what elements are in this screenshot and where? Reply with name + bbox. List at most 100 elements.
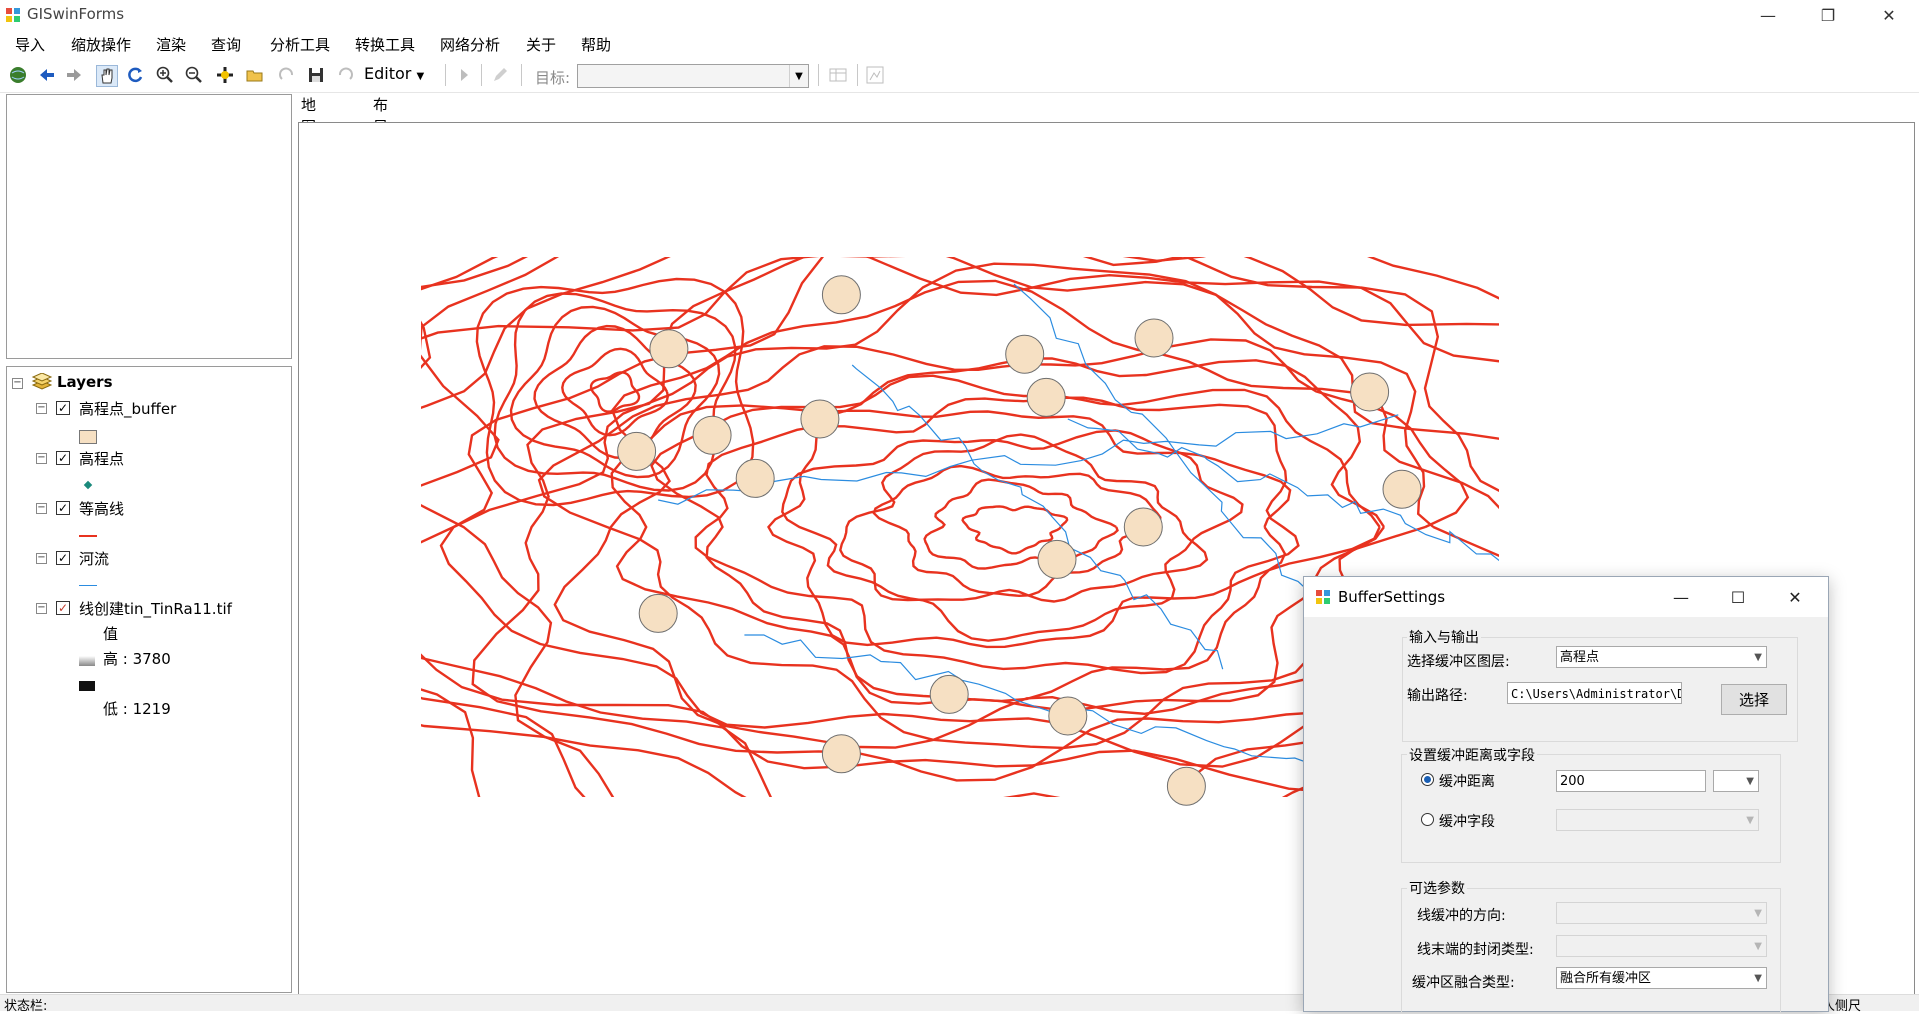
toolbar-separator: [445, 64, 446, 86]
minimize-button[interactable]: —: [1760, 5, 1776, 25]
editor-label: Editor: [364, 64, 412, 83]
menu-network[interactable]: 网络分析: [440, 36, 501, 54]
zoom-in-icon[interactable]: [155, 65, 175, 85]
menu-render[interactable]: 渲染: [156, 36, 187, 54]
refresh-icon[interactable]: [125, 65, 145, 85]
layer-name-raster[interactable]: 线创建tin_TinRa11.tif: [79, 600, 232, 618]
layer-name-points[interactable]: 高程点: [79, 450, 125, 468]
menu-convert[interactable]: 转换工具: [355, 36, 416, 54]
layer-name-contours[interactable]: 等高线: [79, 500, 125, 518]
select-path-button[interactable]: 选择: [1721, 684, 1787, 715]
menu-query[interactable]: 查询: [211, 36, 242, 54]
tab-layout-view[interactable]: 布局视图: [373, 96, 389, 180]
distance-radio[interactable]: [1421, 773, 1434, 786]
tab-map-view[interactable]: 地图视图: [297, 94, 321, 180]
contour-line: [610, 357, 1386, 711]
collapse-icon[interactable]: −: [36, 402, 47, 414]
chevron-down-icon: ▼: [789, 65, 808, 87]
contour-line: [509, 305, 721, 479]
layer-checkbox[interactable]: ✓: [56, 551, 70, 565]
layer-name-rivers[interactable]: 河流: [79, 550, 110, 568]
buffer-layer-select[interactable]: 高程点 ▼: [1556, 646, 1767, 668]
chevron-down-icon: ▼: [1754, 973, 1762, 984]
collapse-icon[interactable]: −: [36, 452, 47, 464]
collapse-icon[interactable]: −: [36, 552, 47, 564]
buffer-circle: [692, 415, 732, 455]
pan-hand-icon[interactable]: [96, 65, 118, 87]
io-group: [1402, 637, 1798, 742]
toolbar-separator: [481, 64, 482, 86]
field-radio-label[interactable]: 缓冲字段: [1439, 814, 1495, 830]
overview-map-panel[interactable]: [6, 94, 292, 359]
buffer-circle: [1350, 372, 1390, 412]
buffer-layer-value: 高程点: [1560, 650, 1600, 665]
contour-line: [553, 279, 1499, 749]
buffer-circle: [1026, 377, 1066, 417]
toolbar-separator: [857, 64, 858, 86]
open-folder-icon[interactable]: [245, 65, 265, 85]
collapse-icon[interactable]: −: [36, 602, 47, 614]
editor-dropdown[interactable]: Editor ▼: [364, 64, 424, 83]
collapse-icon[interactable]: −: [12, 377, 23, 389]
river-line-symbol: [79, 585, 97, 586]
sketch-icon: [866, 66, 884, 84]
menu-analysis[interactable]: 分析工具: [270, 36, 331, 54]
buffer-circle: [821, 275, 861, 315]
dissolve-type-value: 融合所有缓冲区: [1560, 971, 1652, 986]
distance-radio-label[interactable]: 缓冲距离: [1439, 774, 1495, 790]
buffer-settings-dialog: BufferSettings — ☐ ✕ 输入与输出 选择缓冲区图层: 高程点 ▼…: [1303, 576, 1829, 1012]
layer-checkbox[interactable]: ✓: [56, 451, 70, 465]
chevron-down-icon: ▼: [1754, 652, 1762, 663]
app-icon: [1316, 590, 1330, 604]
dialog-close-button[interactable]: ✕: [1788, 587, 1802, 607]
menu-help[interactable]: 帮助: [581, 36, 612, 54]
back-arrow-icon[interactable]: [37, 65, 57, 85]
collapse-icon[interactable]: −: [36, 502, 47, 514]
app-icon: [6, 8, 20, 22]
layer-name-buffer[interactable]: 高程点_buffer: [79, 400, 177, 418]
dissolve-type-select[interactable]: 融合所有缓冲区 ▼: [1556, 967, 1767, 989]
layer-checkbox[interactable]: ✓: [56, 401, 70, 415]
layer-checkbox[interactable]: ✓: [56, 501, 70, 515]
buffer-circle: [735, 458, 775, 498]
buffer-circle: [1005, 334, 1045, 374]
dialog-minimize-button[interactable]: —: [1673, 587, 1689, 607]
save-icon[interactable]: [306, 65, 326, 85]
title-bar: GISwinForms — ❐ ✕: [0, 0, 1919, 30]
menu-import[interactable]: 导入: [15, 36, 46, 54]
chevron-down-icon: ▼: [1746, 776, 1754, 787]
target-layer-select[interactable]: ▼: [577, 64, 809, 88]
restore-button[interactable]: ❐: [1820, 5, 1836, 25]
toc-root-label: Layers: [57, 373, 113, 391]
undo-icon: [339, 67, 353, 80]
chevron-down-icon: ▼: [416, 71, 425, 82]
dialog-title: BufferSettings: [1338, 588, 1446, 606]
buffer-circle: [1037, 539, 1077, 579]
edit-pencil-icon: [494, 68, 507, 81]
close-button[interactable]: ✕: [1882, 5, 1896, 25]
status-text: 状态栏:: [4, 999, 48, 1014]
buffer-circle: [1134, 318, 1174, 358]
add-data-icon[interactable]: [215, 65, 235, 85]
zoom-out-icon[interactable]: [184, 65, 204, 85]
unit-select[interactable]: ▼: [1713, 770, 1759, 792]
distance-input[interactable]: 200: [1556, 770, 1706, 792]
contour-line: [561, 347, 670, 437]
buffer-circle: [1166, 766, 1206, 806]
raster-high-swatch: [79, 656, 95, 666]
field-radio[interactable]: [1421, 813, 1434, 826]
globe-icon[interactable]: [8, 65, 28, 85]
layer-checkbox[interactable]: ✓: [56, 601, 70, 615]
distance-group: [1401, 754, 1781, 863]
buffer-circle: [929, 674, 969, 714]
target-label: 目标:: [535, 69, 571, 87]
dialog-maximize-button[interactable]: ☐: [1730, 587, 1746, 607]
contour-line: [537, 338, 1470, 750]
layer-label: 选择缓冲区图层:: [1407, 654, 1510, 670]
menu-zoom[interactable]: 缩放操作: [71, 36, 132, 54]
output-path-field[interactable]: C:\Users\Administrator\Desk: [1507, 682, 1682, 704]
forward-arrow-icon[interactable]: [64, 65, 84, 85]
menu-about[interactable]: 关于: [526, 36, 557, 54]
end-type-select: ▼: [1556, 935, 1767, 957]
contour-line: [471, 257, 1499, 782]
